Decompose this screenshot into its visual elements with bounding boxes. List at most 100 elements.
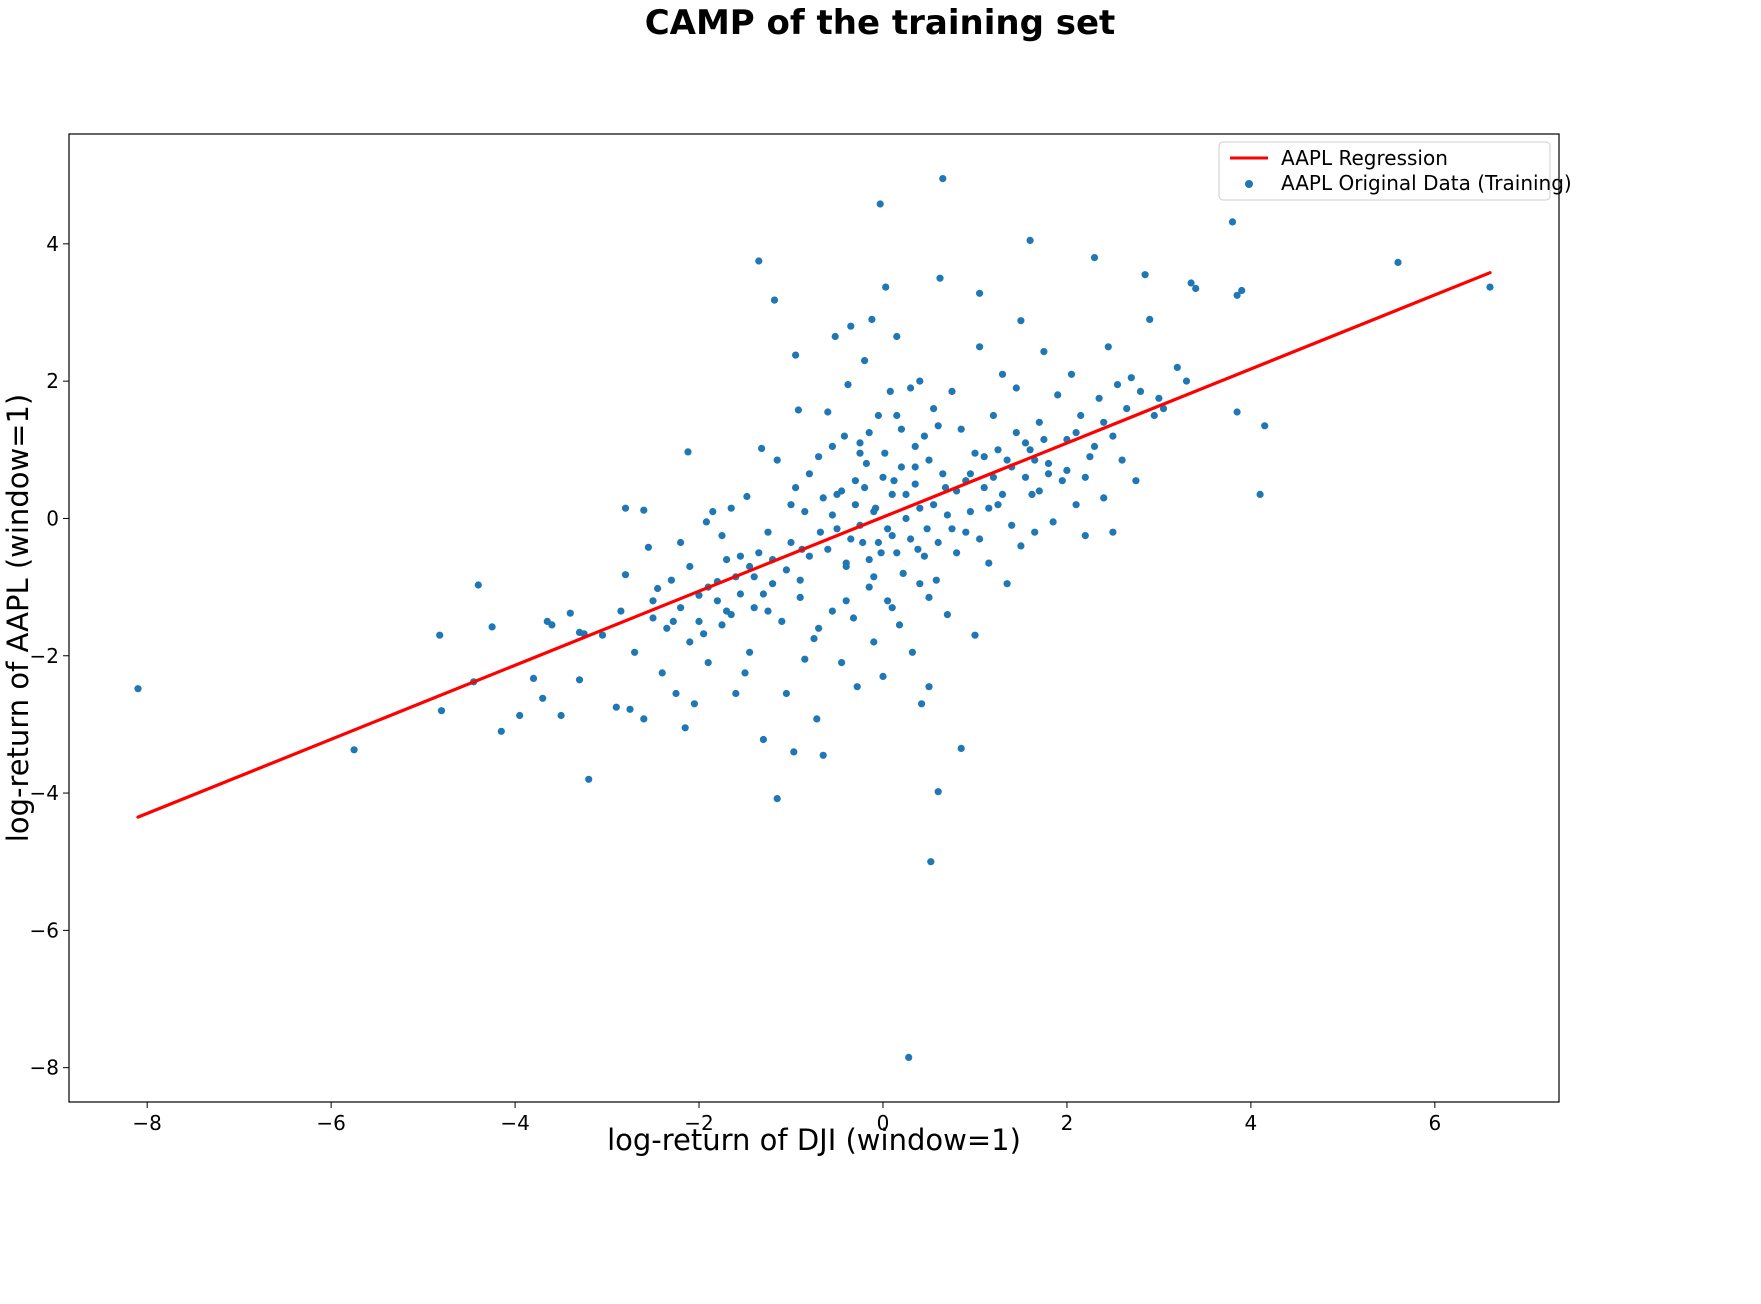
scatter-point [957, 425, 965, 433]
scatter-point [778, 617, 786, 626]
scatter-point [134, 685, 142, 693]
scatter-point [916, 504, 924, 512]
scatter-point [1118, 456, 1126, 464]
scatter-point [1127, 374, 1135, 382]
scatter-point [847, 322, 855, 330]
scatter-point [1017, 542, 1025, 550]
scatter-point [980, 484, 988, 492]
scatter-point [819, 494, 827, 502]
scatter-point [847, 535, 855, 543]
scatter-point [888, 490, 896, 498]
x-tick-label: 0 [877, 1111, 890, 1135]
y-tick-label: −2 [30, 644, 59, 668]
scatter-point [746, 562, 754, 571]
scatter-point [943, 611, 952, 619]
scatter-point [884, 597, 892, 605]
scatter-point [813, 715, 821, 723]
scatter-point [907, 384, 915, 392]
scatter-point [862, 459, 871, 468]
scatter-point [838, 659, 846, 667]
scatter-point [816, 528, 825, 536]
scatter-point [488, 623, 496, 631]
scatter-point [840, 432, 849, 440]
scatter-point [870, 508, 878, 516]
scatter-point [1031, 528, 1039, 536]
scatter-point [704, 659, 712, 667]
scatter-point [1035, 487, 1043, 495]
scatter-point [1003, 580, 1011, 588]
scatter-point [792, 351, 800, 359]
scatter-point [861, 484, 869, 492]
scatter-point [934, 788, 942, 796]
scatter-point [759, 735, 768, 744]
scatter-point [750, 604, 758, 612]
scatter-point [640, 715, 648, 723]
legend: AAPL Regression AAPL Original Data (Trai… [1218, 141, 1572, 201]
scatter-point [879, 672, 887, 681]
scatter-point [1109, 432, 1117, 440]
scatter-point [1058, 477, 1066, 485]
x-tick-label: −8 [132, 1111, 161, 1135]
scatter-point [1182, 377, 1191, 385]
scatter-point [902, 514, 910, 523]
scatter-point [939, 175, 947, 183]
scatter-point [1040, 348, 1048, 356]
scatter-point [640, 506, 648, 514]
scatter-point [824, 545, 832, 553]
scatter-point [1238, 286, 1246, 295]
scatter-point [644, 543, 653, 551]
scatter-point [1049, 518, 1057, 526]
scatter-point [920, 552, 929, 560]
scatter-point [723, 556, 731, 564]
scatter-point [893, 332, 901, 341]
scatter-point [930, 405, 938, 413]
scatter-point [718, 621, 726, 629]
scatter-point [865, 429, 873, 437]
scatter-point [677, 538, 685, 547]
scatter-point [897, 425, 906, 433]
scatter-point [842, 597, 850, 605]
scatter-point [842, 559, 850, 567]
y-tick-label: 2 [46, 369, 59, 393]
scatter-point [672, 689, 680, 698]
scatter-point [764, 528, 772, 536]
scatter-point [773, 795, 781, 803]
scatter-point [727, 611, 735, 619]
scatter-point [874, 538, 883, 547]
scatter-point [1072, 429, 1080, 437]
scatter-point [953, 549, 961, 557]
y-tick-label: −6 [30, 918, 59, 942]
scatter-point [667, 576, 676, 584]
scatter-point [649, 597, 657, 605]
scatter-point [566, 609, 574, 617]
scatter-point [529, 674, 538, 683]
scatter-point [851, 477, 860, 485]
scatter-point [870, 638, 878, 646]
scatter-point [884, 525, 892, 533]
scatter-point [874, 411, 883, 420]
scatter-point [1123, 405, 1131, 413]
y-tick-label: 4 [46, 232, 59, 256]
scatter-point [810, 635, 818, 643]
scatter-point [907, 535, 915, 543]
scatter-point [989, 411, 998, 420]
scatter-point [1132, 477, 1140, 485]
scatter-point [539, 694, 547, 702]
scatter-point [994, 501, 1002, 509]
scatter-point [815, 624, 823, 632]
scatter-point [886, 387, 894, 395]
x-tick-label: 6 [1428, 1111, 1441, 1135]
scatter-point [1100, 494, 1108, 502]
scatter-point [957, 744, 965, 753]
scatter-point [865, 556, 873, 564]
scatter-point [1021, 473, 1030, 481]
scatter-point [831, 332, 839, 341]
scatter-point [773, 456, 781, 464]
legend-box [1218, 141, 1551, 201]
y-tick-label: −8 [30, 1056, 59, 1080]
scatter-point [927, 858, 935, 866]
scatter-point [350, 746, 358, 754]
scatter-point [787, 501, 795, 509]
scatter-point [794, 406, 803, 414]
scatter-point [828, 442, 837, 450]
